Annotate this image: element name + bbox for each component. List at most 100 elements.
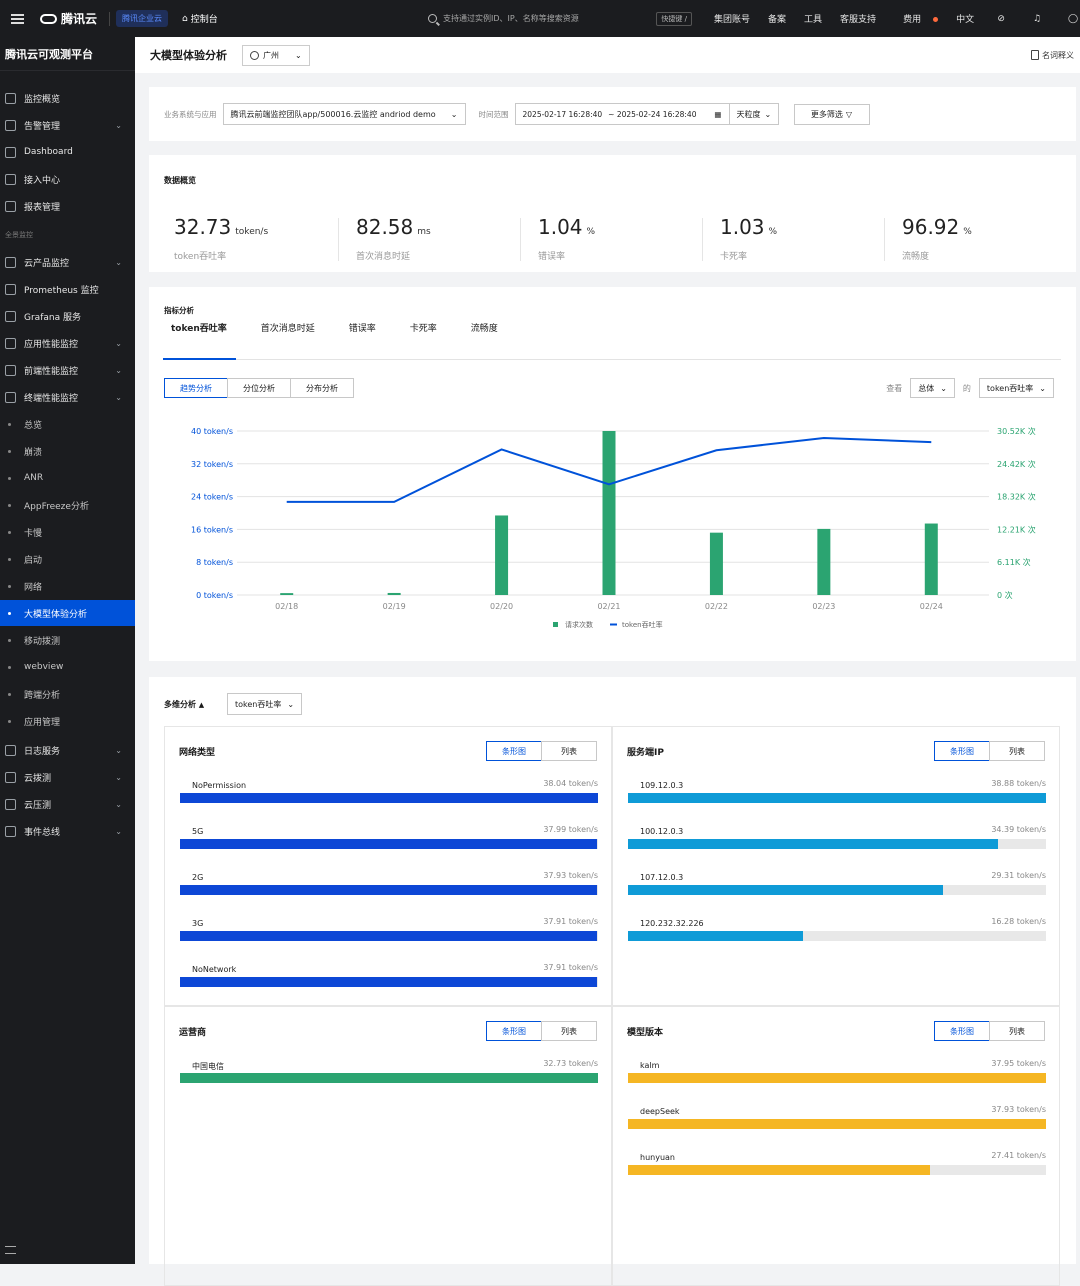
view-select[interactable]: 总体 ⌄ bbox=[910, 378, 955, 398]
sidebar-subitem-9[interactable]: webview bbox=[0, 654, 135, 680]
bar-row[interactable]: NoPermission 38.04 token/s bbox=[180, 779, 598, 821]
search-input[interactable]: 支持通过实例ID、IP、名称等搜索资源 bbox=[443, 14, 579, 23]
bar-row[interactable]: 3G 37.91 token/s bbox=[180, 917, 598, 959]
metric-select[interactable]: token吞吐率 ⌄ bbox=[978, 378, 1054, 398]
bar-view-button[interactable]: 条形图 bbox=[934, 1021, 990, 1041]
sidebar-bottom-item-3[interactable]: 事件总线 ⌄ bbox=[0, 818, 135, 844]
bar-request-count[interactable] bbox=[924, 523, 938, 595]
sidebar-item-1[interactable]: 告警管理 ⌄ bbox=[0, 112, 135, 138]
bar-row[interactable]: 120.232.32.226 16.28 token/s bbox=[628, 917, 1046, 959]
bar-row[interactable]: 100.12.0.3 34.39 token/s bbox=[628, 825, 1046, 867]
bar-row[interactable]: 2G 37.93 token/s bbox=[180, 871, 598, 913]
region-select[interactable]: 广州 ⌄ bbox=[242, 44, 310, 66]
multi-title[interactable]: 多维分析 ▲ bbox=[164, 699, 204, 710]
app-label: 业务系统与应用 bbox=[164, 109, 217, 119]
console-link[interactable]: ⌂ 控制台 bbox=[182, 12, 218, 26]
sidebar-subitem-7[interactable]: 大模型体验分析 bbox=[0, 600, 135, 626]
line-token-throughput[interactable] bbox=[286, 436, 932, 503]
bar-request-count[interactable] bbox=[817, 528, 831, 595]
bar-request-count[interactable] bbox=[602, 431, 616, 595]
tab-2[interactable]: 错误率 bbox=[348, 324, 376, 334]
nav-language[interactable]: 中文 bbox=[956, 15, 975, 25]
bar-view-button[interactable]: 条形图 bbox=[934, 741, 990, 761]
global-search[interactable]: 支持通过实例ID、IP、名称等搜索资源 快捷键 / bbox=[420, 6, 700, 31]
legend-line-label[interactable]: token吞吐率 bbox=[622, 620, 663, 629]
bar-view-button[interactable]: 条形图 bbox=[486, 741, 542, 761]
sidebar-item-5[interactable]: 云产品监控 ⌄ bbox=[0, 249, 135, 275]
chevron-down-icon: ⌄ bbox=[115, 338, 122, 348]
tab-4[interactable]: 流畅度 bbox=[470, 324, 498, 334]
bar-request-count[interactable] bbox=[495, 515, 509, 595]
bar-row[interactable]: 107.12.0.3 29.31 token/s bbox=[628, 871, 1046, 913]
enterprise-badge[interactable]: 腾讯企业云 bbox=[116, 10, 169, 27]
sidebar-item-0[interactable]: 监控概览 bbox=[0, 85, 135, 111]
app-select[interactable]: 腾讯云前端监控团队app/500016.云监控 andriod demo ⌄ bbox=[222, 103, 466, 125]
sidebar-bottom-item-2[interactable]: 云压测 ⌄ bbox=[0, 791, 135, 817]
sidebar-item-4[interactable]: 报表管理 bbox=[0, 193, 135, 219]
list-view-button[interactable]: 列表 bbox=[541, 741, 597, 761]
bar-row[interactable]: 109.12.0.3 38.88 token/s bbox=[628, 779, 1046, 821]
sidebar-subitem-4[interactable]: 卡慢 bbox=[0, 519, 135, 545]
bar-row-value: 37.99 token/s bbox=[543, 825, 598, 834]
avatar-icon[interactable]: ◯ bbox=[1068, 13, 1079, 24]
bar-row[interactable]: 5G 37.99 token/s bbox=[180, 825, 598, 867]
sidebar-subitem-1[interactable]: 崩溃 bbox=[0, 438, 135, 464]
segment-0[interactable]: 趋势分析 bbox=[164, 378, 228, 398]
tab-0[interactable]: token吞吐率 bbox=[171, 324, 227, 334]
bar-view-button[interactable]: 条形图 bbox=[486, 1021, 542, 1041]
bar-request-count[interactable] bbox=[387, 592, 401, 595]
tab-1[interactable]: 首次消息时延 bbox=[260, 324, 315, 334]
time-range-picker[interactable]: 2025-02-17 16:28:40 ~ 2025-02-24 16:28:4… bbox=[514, 103, 730, 125]
segment-1[interactable]: 分位分析 bbox=[227, 378, 291, 398]
glossary-link[interactable]: 名词释义 bbox=[1031, 50, 1074, 61]
tab-3[interactable]: 卡死率 bbox=[409, 324, 437, 334]
bar-row[interactable]: hunyuan 27.41 token/s bbox=[628, 1151, 1046, 1193]
sidebar-item-3[interactable]: 接入中心 bbox=[0, 166, 135, 192]
list-view-button[interactable]: 列表 bbox=[989, 741, 1045, 761]
bar-request-count[interactable] bbox=[709, 532, 723, 595]
sidebar-bottom-item-1[interactable]: 云拨测 ⌄ bbox=[0, 764, 135, 790]
sidebar-subitem-5[interactable]: 启动 bbox=[0, 546, 135, 572]
more-filters-button[interactable]: 更多筛选 ▽ bbox=[793, 103, 870, 125]
bell-icon[interactable]: ♫ bbox=[1033, 13, 1042, 24]
sidebar-subitem-11[interactable]: 应用管理 bbox=[0, 708, 135, 734]
sidebar-subitem-10[interactable]: 跨端分析 bbox=[0, 681, 135, 707]
sidebar-item-2[interactable]: Dashboard bbox=[0, 139, 135, 165]
nav-tools[interactable]: 工具 bbox=[804, 15, 823, 25]
nav-billing[interactable]: 费用 bbox=[885, 12, 947, 25]
sidebar-subitem-0[interactable]: 总览 bbox=[0, 411, 135, 437]
compass-icon[interactable]: ⊘ bbox=[997, 13, 1005, 24]
kpi-divider bbox=[520, 218, 521, 261]
sidebar-item-9[interactable]: 前端性能监控 ⌄ bbox=[0, 357, 135, 383]
bar-row-value: 37.91 token/s bbox=[543, 917, 598, 926]
legend-bar-label[interactable]: 请求次数 bbox=[565, 620, 593, 629]
bar-row[interactable]: 中国电信 32.73 token/s bbox=[180, 1059, 598, 1101]
nav-filing[interactable]: 备案 bbox=[768, 15, 787, 25]
sidebar-item-6[interactable]: Prometheus 监控 bbox=[0, 276, 135, 302]
analysis-mode-segments: 趋势分析 分位分析 分布分析 bbox=[164, 378, 354, 398]
bar-request-count[interactable] bbox=[280, 593, 294, 595]
metrics-title: 指标分析 bbox=[164, 306, 194, 315]
collapse-sidebar-icon[interactable] bbox=[5, 1246, 16, 1254]
sidebar-bottom-item-0[interactable]: 日志服务 ⌄ bbox=[0, 737, 135, 763]
multi-metric-select[interactable]: token吞吐率 ⌄ bbox=[227, 693, 303, 715]
brand-logo[interactable]: 腾讯云 bbox=[34, 10, 103, 27]
bar-row[interactable]: deepSeek 37.93 token/s bbox=[628, 1105, 1046, 1147]
granularity-select[interactable]: 天粒度 ⌄ bbox=[728, 103, 779, 125]
list-view-button[interactable]: 列表 bbox=[989, 1021, 1045, 1041]
sidebar-item-7[interactable]: Grafana 服务 bbox=[0, 303, 135, 329]
sidebar-subitem-2[interactable]: ANR bbox=[0, 465, 135, 491]
sidebar-subitem-8[interactable]: 移动拨测 bbox=[0, 627, 135, 653]
bar-row[interactable]: NoNetwork 37.91 token/s bbox=[180, 963, 598, 1005]
segment-2[interactable]: 分布分析 bbox=[290, 378, 354, 398]
chevron-down-icon: ⌄ bbox=[1039, 383, 1046, 393]
sidebar-item-10[interactable]: 终端性能监控 ⌄ bbox=[0, 384, 135, 410]
menu-button[interactable] bbox=[0, 0, 34, 37]
nav-group-account[interactable]: 集团账号 bbox=[714, 15, 751, 25]
sidebar-subitem-3[interactable]: AppFreeze分析 bbox=[0, 492, 135, 518]
nav-support[interactable]: 客服支持 bbox=[840, 15, 877, 25]
bar-row[interactable]: kalm 37.95 token/s bbox=[628, 1059, 1046, 1101]
sidebar-subitem-6[interactable]: 网络 bbox=[0, 573, 135, 599]
list-view-button[interactable]: 列表 bbox=[541, 1021, 597, 1041]
sidebar-item-8[interactable]: 应用性能监控 ⌄ bbox=[0, 330, 135, 356]
